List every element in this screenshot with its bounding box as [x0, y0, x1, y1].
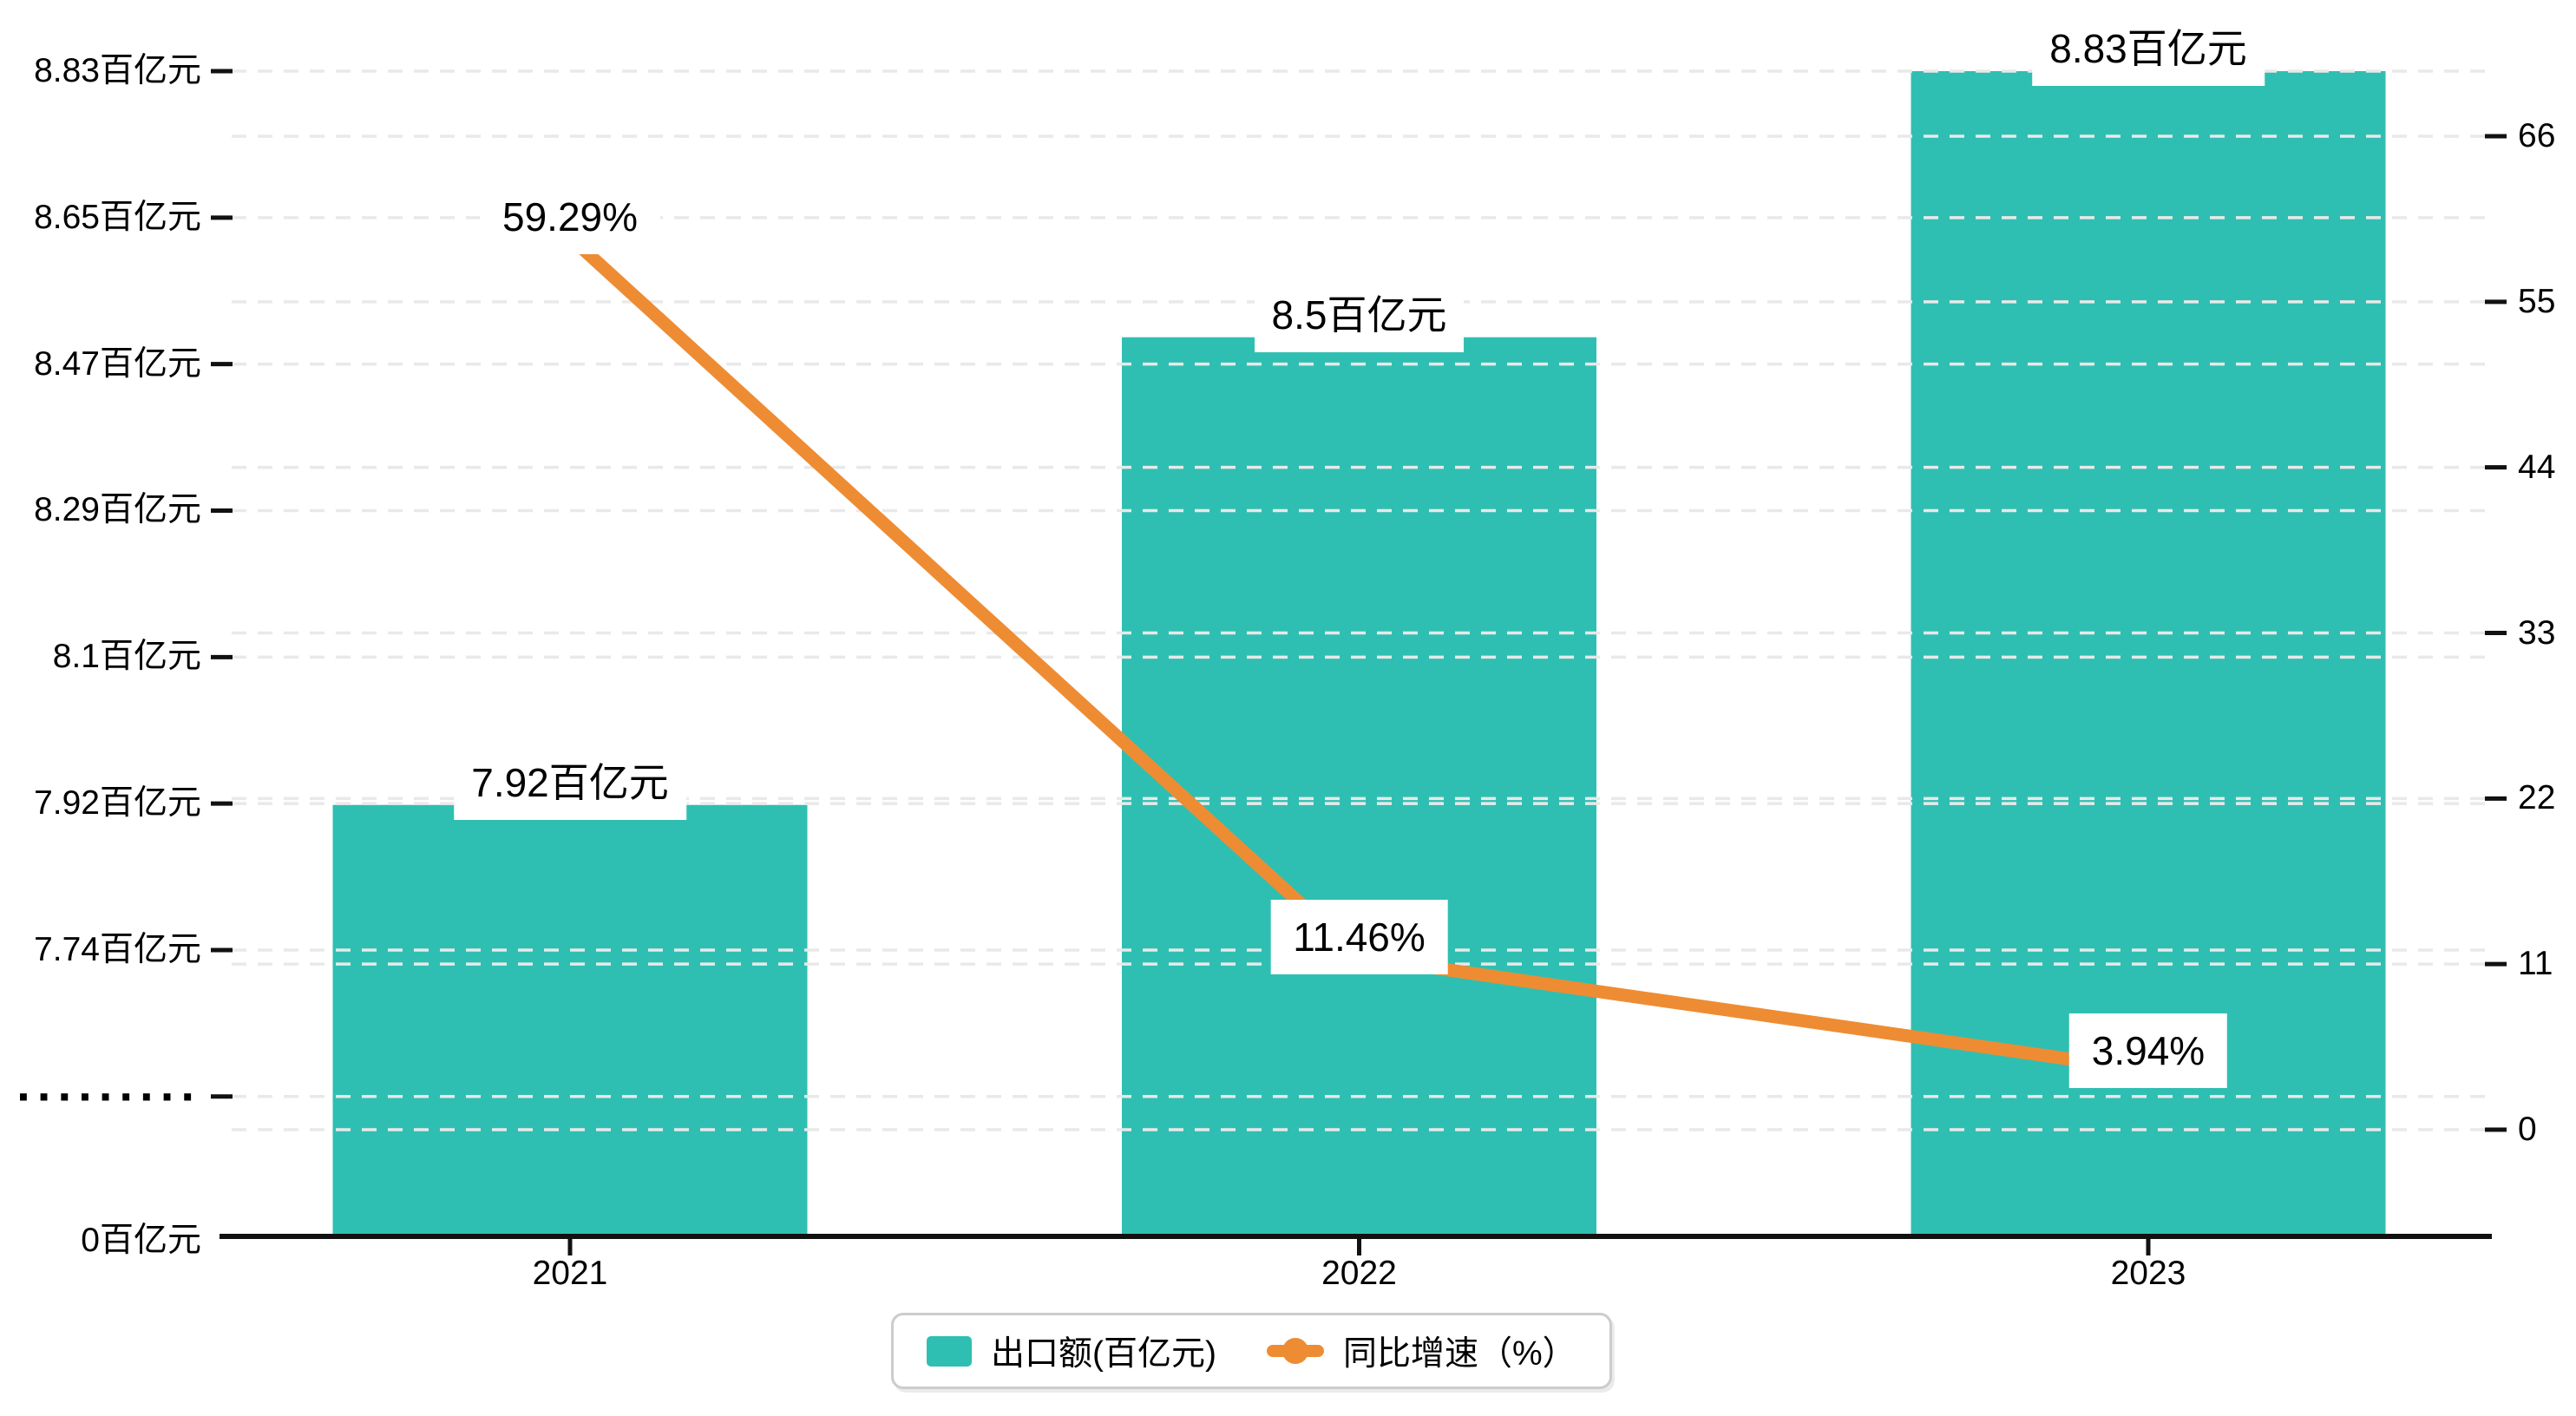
y-axis-break-dots: ·········	[16, 1068, 201, 1124]
y-left-tick-label: 7.74百亿元	[34, 930, 201, 968]
y-left-tick-label: 7.92百亿元	[34, 784, 201, 823]
bar-swatch-icon	[927, 1335, 972, 1367]
x-label-2021: 2021	[532, 1255, 608, 1292]
y-right-tick-label: 66	[2518, 117, 2556, 154]
legend-item-export[interactable]: 出口额(百亿元)	[927, 1327, 1216, 1375]
y-right-tick-label: 44	[2518, 448, 2556, 486]
y-left-tick-label: 8.47百亿元	[34, 344, 201, 383]
y-left-tick-label: 8.83百亿元	[34, 52, 201, 89]
line-dot-swatch-icon	[1266, 1338, 1324, 1364]
growth-value-label: 59.29%	[479, 180, 661, 255]
y-left-tick-label: 8.1百亿元	[52, 638, 201, 676]
axes	[211, 69, 2507, 1255]
bar-value-label: 7.92百亿元	[454, 744, 686, 820]
y-left-tick-label: 8.29百亿元	[34, 491, 201, 529]
legend-label-export: 出口额(百亿元)	[991, 1335, 1216, 1373]
legend-label-growth: 同比增速（%）	[1342, 1335, 1576, 1373]
y-right-tick-label: 0	[2518, 1111, 2537, 1148]
y-right-tick-label: 11	[2518, 945, 2553, 983]
y-left-zero-label: 0百亿元	[81, 1222, 201, 1259]
bar-2022[interactable]	[1122, 337, 1596, 1236]
legend-item-growth[interactable]: 同比增速（%）	[1266, 1327, 1576, 1375]
legend: 出口额(百亿元) 同比增速（%）	[891, 1313, 1612, 1389]
growth-value-label: 3.94%	[2068, 1013, 2228, 1088]
y-right-tick-label: 33	[2518, 613, 2556, 652]
bar-value-label: 8.83百亿元	[2032, 11, 2265, 86]
y-left-tick-label: 8.65百亿元	[34, 198, 201, 236]
bar-2021[interactable]	[332, 804, 808, 1236]
bar-value-label: 8.5百亿元	[1254, 277, 1465, 352]
growth-value-label: 11.46%	[1270, 900, 1448, 975]
x-label-2023: 2023	[2110, 1255, 2186, 1292]
y-right-tick-label: 22	[2518, 779, 2556, 817]
bar-series	[332, 71, 2386, 1236]
y-right-tick-label: 55	[2518, 282, 2556, 320]
x-label-2022: 2022	[1321, 1255, 1397, 1292]
